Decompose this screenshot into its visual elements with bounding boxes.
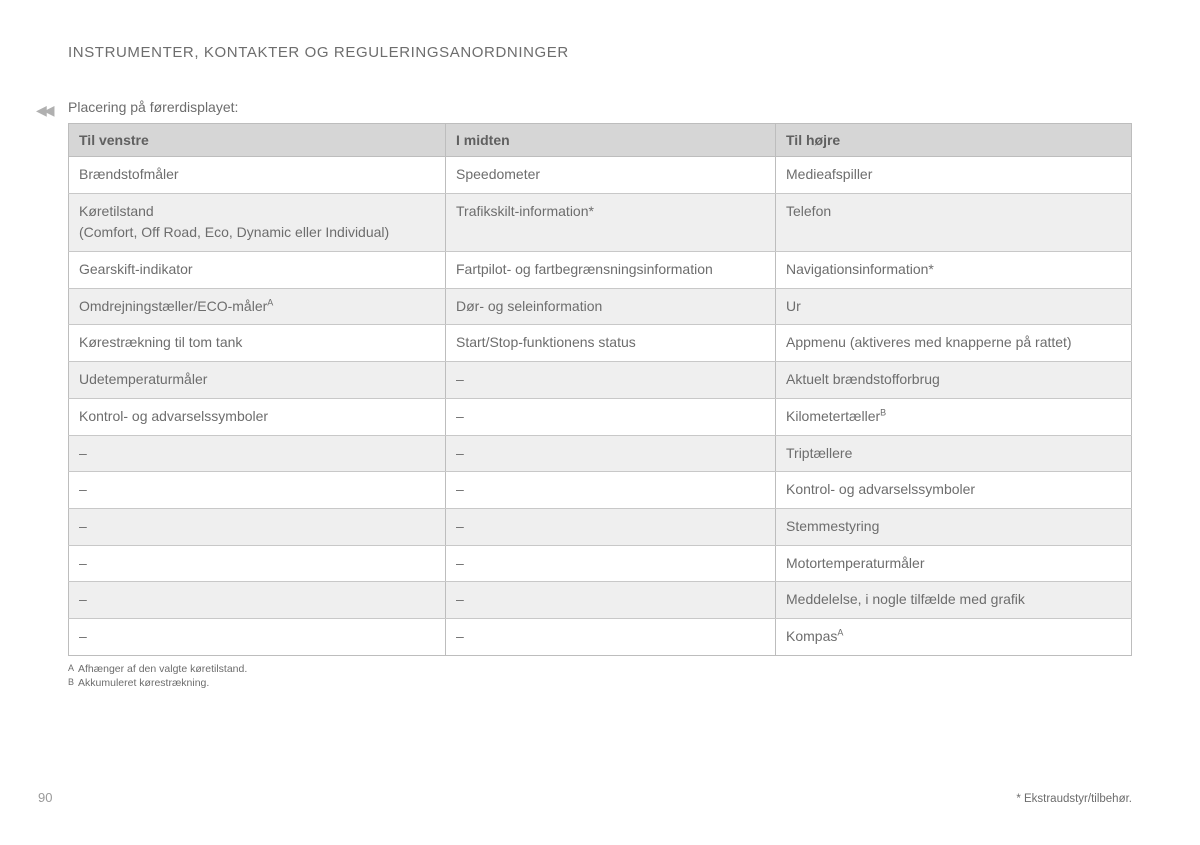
table-cell: – — [69, 508, 446, 545]
table-cell: – — [69, 618, 446, 655]
superscript-note: B — [880, 407, 886, 417]
table-cell: KilometertællerB — [776, 398, 1132, 435]
table-cell: Aktuelt brændstofforbrug — [776, 362, 1132, 399]
table-cell: – — [446, 618, 776, 655]
table-cell: Appmenu (aktiveres med knapperne på ratt… — [776, 325, 1132, 362]
intro-text: Placering på førerdisplayet: — [68, 99, 238, 115]
table-cell: Køretilstand(Comfort, Off Road, Eco, Dyn… — [69, 193, 446, 251]
table-cell: – — [446, 472, 776, 509]
intro-row: Placering på førerdisplayet: — [68, 99, 1132, 117]
footnote: BAkkumuleret kørestrækning. — [68, 676, 1132, 691]
table-row: Kontrol- og advarselssymboler–Kilometert… — [69, 398, 1132, 435]
col-header-left: Til venstre — [69, 124, 446, 157]
table-cell: Start/Stop-funktionens status — [446, 325, 776, 362]
footnote-mark: B — [68, 677, 74, 687]
page-number: 90 — [38, 790, 52, 805]
table-cell: Fartpilot- og fartbegrænsningsinformatio… — [446, 252, 776, 289]
table-cell: Brændstofmåler — [69, 157, 446, 194]
table-cell: Stemmestyring — [776, 508, 1132, 545]
table-body: BrændstofmålerSpeedometerMedieafspillerK… — [69, 157, 1132, 656]
table-cell: Kørestrækning til tom tank — [69, 325, 446, 362]
table-cell: – — [446, 398, 776, 435]
table-row: Gearskift-indikatorFartpilot- og fartbeg… — [69, 252, 1132, 289]
footnotes: AAfhænger af den valgte køretilstand.BAk… — [68, 662, 1132, 691]
table-cell: Navigationsinformation* — [776, 252, 1132, 289]
table-cell: – — [446, 545, 776, 582]
table-row: ––Motortemperaturmåler — [69, 545, 1132, 582]
table-cell: – — [446, 435, 776, 472]
table-head: Til venstre I midten Til højre — [69, 124, 1132, 157]
table-cell: Omdrejningstæller/ECO-målerA — [69, 288, 446, 325]
table-row: Køretilstand(Comfort, Off Road, Eco, Dyn… — [69, 193, 1132, 251]
table-row: Kørestrækning til tom tankStart/Stop-fun… — [69, 325, 1132, 362]
table-cell: – — [69, 435, 446, 472]
table-cell: Telefon — [776, 193, 1132, 251]
table-cell: Medieafspiller — [776, 157, 1132, 194]
superscript-note: A — [267, 297, 273, 307]
table-cell: – — [446, 508, 776, 545]
table-cell: Udetemperaturmåler — [69, 362, 446, 399]
table-cell: Ur — [776, 288, 1132, 325]
table-row: ––Meddelelse, i nogle tilfælde med grafi… — [69, 582, 1132, 619]
table-row: ––KompasA — [69, 618, 1132, 655]
table-row: BrændstofmålerSpeedometerMedieafspiller — [69, 157, 1132, 194]
table-cell: KompasA — [776, 618, 1132, 655]
table-cell: – — [69, 472, 446, 509]
table-row: Omdrejningstæller/ECO-målerADør- og sele… — [69, 288, 1132, 325]
section-heading: INSTRUMENTER, KONTAKTER OG REGULERINGSAN… — [68, 44, 1132, 61]
table-cell: – — [69, 582, 446, 619]
table-cell: Meddelelse, i nogle tilfælde med grafik — [776, 582, 1132, 619]
superscript-note: A — [837, 627, 843, 637]
table-cell: – — [446, 582, 776, 619]
table-cell: Trafikskilt-information* — [446, 193, 776, 251]
table-cell: – — [446, 362, 776, 399]
footnote-mark: A — [68, 663, 74, 673]
footnote: AAfhænger af den valgte køretilstand. — [68, 662, 1132, 677]
table-cell: Triptællere — [776, 435, 1132, 472]
table-cell: Speedometer — [446, 157, 776, 194]
table-cell: Gearskift-indikator — [69, 252, 446, 289]
table-cell: Motortemperaturmåler — [776, 545, 1132, 582]
table-row: ––Kontrol- og advarselssymboler — [69, 472, 1132, 509]
table-row: Udetemperaturmåler–Aktuelt brændstofforb… — [69, 362, 1132, 399]
col-header-right: Til højre — [776, 124, 1132, 157]
table-row: ––Stemmestyring — [69, 508, 1132, 545]
table-cell: Kontrol- og advarselssymboler — [69, 398, 446, 435]
table-cell: Dør- og seleinformation — [446, 288, 776, 325]
col-header-center: I midten — [446, 124, 776, 157]
table-cell: Kontrol- og advarselssymboler — [776, 472, 1132, 509]
display-layout-table: Til venstre I midten Til højre Brændstof… — [68, 123, 1132, 656]
table-cell: – — [69, 545, 446, 582]
footer-note: * Ekstraudstyr/tilbehør. — [1016, 793, 1132, 805]
document-page: INSTRUMENTER, KONTAKTER OG REGULERINGSAN… — [0, 0, 1200, 845]
table-row: ––Triptællere — [69, 435, 1132, 472]
back-arrows-icon: ◀◀ — [36, 102, 52, 119]
